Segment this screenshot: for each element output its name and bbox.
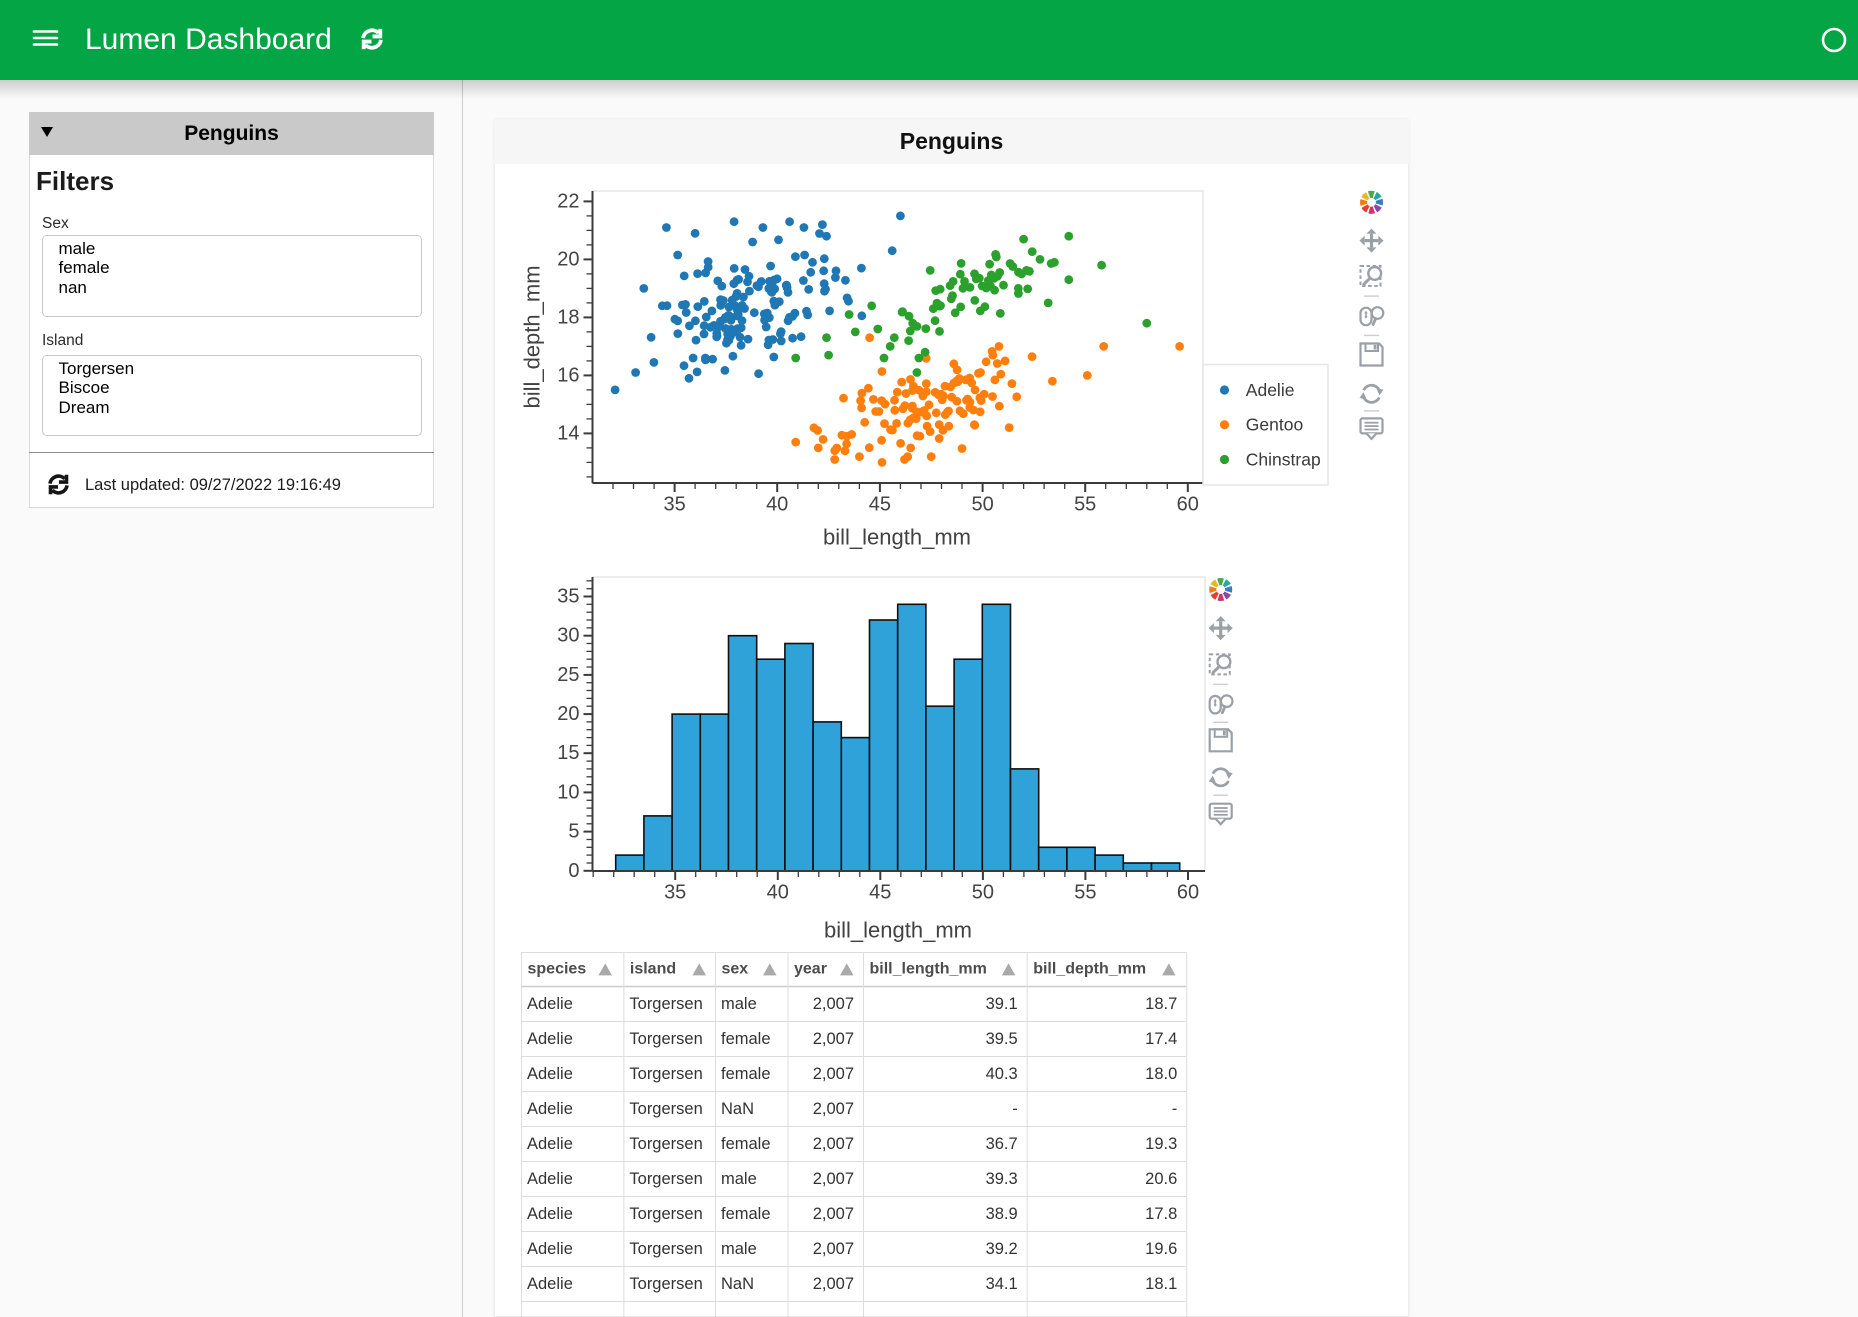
- svg-text:20: 20: [557, 248, 579, 270]
- svg-text:17.4: 17.4: [1145, 1030, 1177, 1048]
- svg-text:Adelie: Adelie: [527, 1065, 573, 1083]
- svg-text:35: 35: [557, 586, 579, 608]
- svg-text:female: female: [721, 1135, 771, 1153]
- svg-text:Adelie: Adelie: [527, 1240, 573, 1258]
- svg-text:Torgersen: Torgersen: [629, 1100, 702, 1118]
- svg-text:bill_depth_mm: bill_depth_mm: [520, 265, 545, 408]
- svg-text:5: 5: [568, 821, 579, 843]
- svg-text:40: 40: [767, 882, 789, 904]
- svg-text:NaN: NaN: [721, 1100, 754, 1118]
- svg-text:-: -: [1012, 1100, 1018, 1118]
- svg-text:Gentoo: Gentoo: [1246, 415, 1303, 435]
- svg-text:35: 35: [664, 882, 686, 904]
- svg-text:19.6: 19.6: [1145, 1240, 1177, 1258]
- svg-text:2,007: 2,007: [813, 1100, 854, 1118]
- svg-text:bill_length_mm: bill_length_mm: [823, 525, 971, 550]
- svg-text:female: female: [721, 1065, 771, 1083]
- svg-text:10: 10: [557, 781, 579, 803]
- svg-text:14: 14: [557, 422, 579, 444]
- svg-text:-: -: [1172, 1100, 1178, 1118]
- svg-text:35: 35: [663, 494, 685, 516]
- svg-text:50: 50: [971, 494, 993, 516]
- svg-text:20.6: 20.6: [1145, 1170, 1177, 1188]
- svg-text:34.1: 34.1: [986, 1275, 1018, 1293]
- svg-text:18.0: 18.0: [1145, 1065, 1177, 1083]
- svg-text:39.2: 39.2: [986, 1240, 1018, 1258]
- svg-text:Torgersen: Torgersen: [629, 1065, 702, 1083]
- svg-text:male: male: [721, 995, 757, 1013]
- svg-text:2,007: 2,007: [813, 1275, 854, 1293]
- svg-text:bill_depth_mm: bill_depth_mm: [1033, 961, 1146, 978]
- svg-text:female: female: [721, 1205, 771, 1223]
- svg-text:39.3: 39.3: [986, 1170, 1018, 1188]
- svg-text:year: year: [794, 961, 827, 978]
- svg-text:Torgersen: Torgersen: [629, 1170, 702, 1188]
- svg-text:18.1: 18.1: [1145, 1275, 1177, 1293]
- svg-text:Torgersen: Torgersen: [629, 1135, 702, 1153]
- svg-text:Adelie: Adelie: [527, 1275, 573, 1293]
- svg-text:17.8: 17.8: [1145, 1205, 1177, 1223]
- svg-text:2,007: 2,007: [813, 1205, 854, 1223]
- svg-text:55: 55: [1074, 882, 1096, 904]
- svg-text:16: 16: [557, 364, 579, 386]
- svg-text:39.1: 39.1: [986, 995, 1018, 1013]
- svg-text:Chinstrap: Chinstrap: [1246, 450, 1321, 470]
- svg-text:2,007: 2,007: [813, 995, 854, 1013]
- svg-text:25: 25: [557, 664, 579, 686]
- svg-text:40: 40: [766, 494, 788, 516]
- svg-text:2,007: 2,007: [813, 1135, 854, 1153]
- svg-text:2,007: 2,007: [813, 1170, 854, 1188]
- svg-text:39.5: 39.5: [986, 1030, 1018, 1048]
- svg-text:Adelie: Adelie: [527, 1205, 573, 1223]
- svg-text:Adelie: Adelie: [1246, 380, 1295, 400]
- svg-text:30: 30: [557, 625, 579, 647]
- svg-text:bill_length_mm: bill_length_mm: [824, 918, 972, 943]
- svg-text:60: 60: [1177, 494, 1199, 516]
- svg-text:20: 20: [557, 703, 579, 725]
- svg-text:bill_length_mm: bill_length_mm: [870, 961, 987, 978]
- svg-text:Adelie: Adelie: [527, 1100, 573, 1118]
- svg-text:45: 45: [869, 494, 891, 516]
- svg-text:Adelie: Adelie: [527, 1135, 573, 1153]
- svg-text:2,007: 2,007: [813, 1030, 854, 1048]
- svg-text:0: 0: [568, 860, 579, 882]
- svg-text:species: species: [528, 961, 587, 978]
- svg-text:22: 22: [557, 190, 579, 212]
- svg-text:female: female: [721, 1030, 771, 1048]
- svg-text:NaN: NaN: [721, 1275, 754, 1293]
- svg-text:2,007: 2,007: [813, 1240, 854, 1258]
- svg-text:38.9: 38.9: [986, 1205, 1018, 1223]
- svg-text:Adelie: Adelie: [527, 995, 573, 1013]
- svg-text:45: 45: [869, 882, 891, 904]
- svg-text:36.7: 36.7: [986, 1135, 1018, 1153]
- svg-text:50: 50: [972, 882, 994, 904]
- svg-text:60: 60: [1177, 882, 1199, 904]
- svg-text:Torgersen: Torgersen: [629, 995, 702, 1013]
- svg-text:Adelie: Adelie: [527, 1030, 573, 1048]
- svg-text:18: 18: [557, 306, 579, 328]
- svg-text:15: 15: [557, 742, 579, 764]
- svg-text:2,007: 2,007: [813, 1065, 854, 1083]
- svg-text:40.3: 40.3: [986, 1065, 1018, 1083]
- svg-text:male: male: [721, 1240, 757, 1258]
- svg-text:Torgersen: Torgersen: [629, 1275, 702, 1293]
- svg-text:island: island: [630, 961, 676, 978]
- svg-text:Torgersen: Torgersen: [629, 1030, 702, 1048]
- svg-text:Torgersen: Torgersen: [629, 1205, 702, 1223]
- svg-text:18.7: 18.7: [1145, 995, 1177, 1013]
- svg-text:male: male: [721, 1170, 757, 1188]
- svg-text:Adelie: Adelie: [527, 1170, 573, 1188]
- svg-text:sex: sex: [722, 961, 749, 978]
- svg-text:19.3: 19.3: [1145, 1135, 1177, 1153]
- svg-text:55: 55: [1074, 494, 1096, 516]
- svg-text:Torgersen: Torgersen: [629, 1240, 702, 1258]
